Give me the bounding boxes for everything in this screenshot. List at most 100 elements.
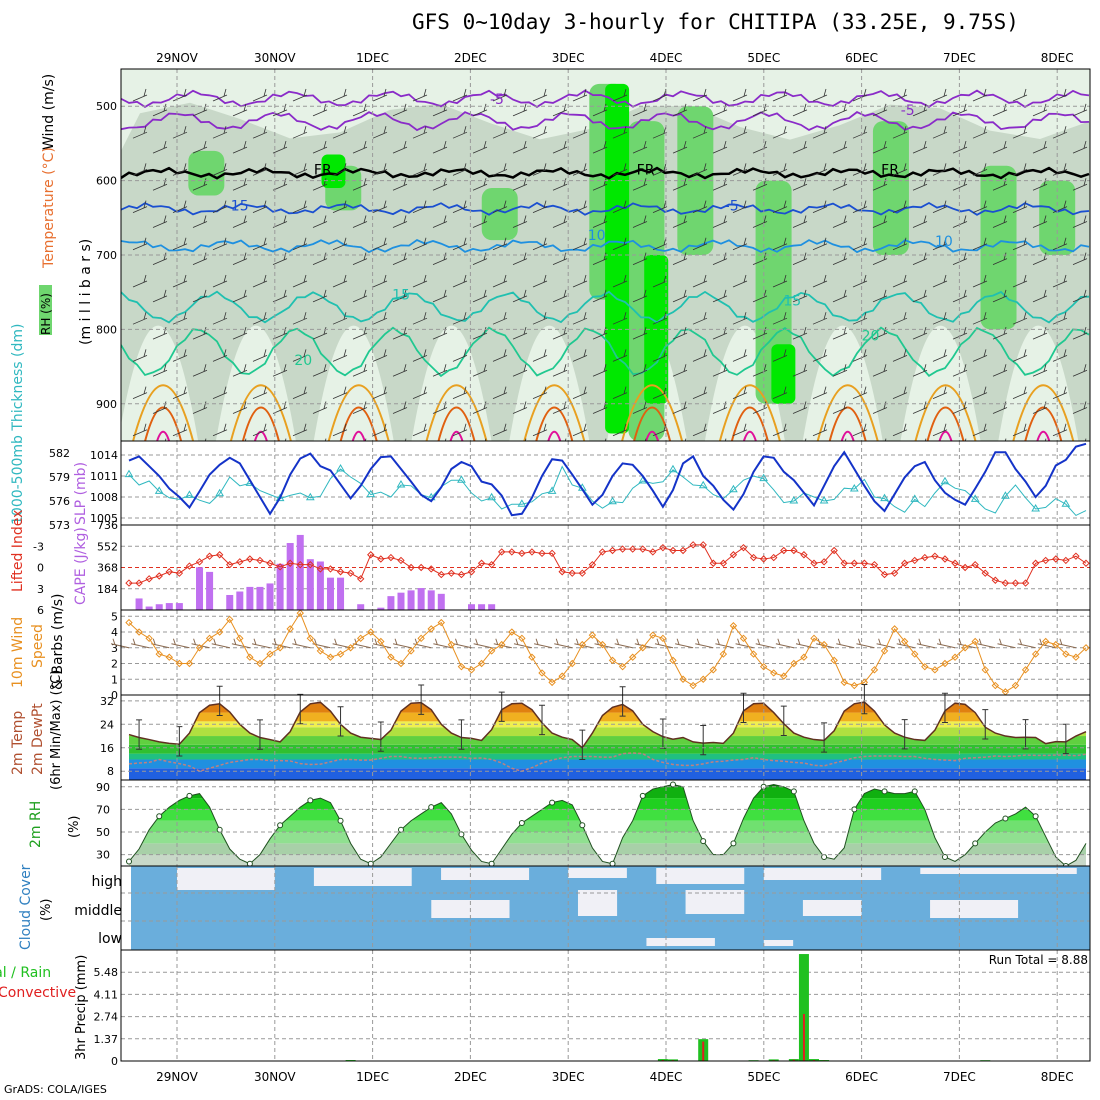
cloud-level-label: high [91,874,122,890]
cape-bar [286,543,294,610]
wind-speed-point [800,653,808,661]
wind-barb [852,312,868,325]
lifted-index-point [498,548,506,556]
thickness-point [940,476,950,485]
wind-barb [552,289,568,303]
temp-band [129,759,1086,769]
wind-barb [132,423,148,437]
wind-barb-10m [675,638,694,649]
rh-band [129,832,1086,844]
wind-barb [332,88,348,102]
wind-barb [312,326,328,340]
wind-barb [472,178,488,191]
wind-speed-point [900,637,909,646]
wind-barb [492,349,508,362]
lifted-index-point [447,569,456,577]
cape-bar [145,606,153,610]
wind-barb-10m [836,638,855,649]
wind-barb [612,163,628,176]
wind-barb [932,237,948,251]
wind-speed-point [256,659,264,668]
rh-point [246,860,253,867]
wind-barb [472,401,488,414]
rh-point [1002,815,1009,822]
rh-point [911,788,918,795]
wind-barb [212,349,228,362]
wind-speed-point [528,653,536,661]
wind-barb-10m [433,638,452,649]
wind-barb [252,386,268,399]
wind-barb [1072,103,1088,117]
wind-barb [1072,289,1088,303]
wind-barb [732,200,748,213]
wind-speed-point [790,659,798,668]
lifted-tick-label: -3 [33,540,44,553]
thickness-point [880,493,889,502]
cloud-gap [177,868,275,890]
lifted-index-point [618,545,627,553]
lifted-index-point [578,569,587,577]
wind-barb [964,438,967,441]
cloud-gap [930,900,1019,918]
temp-minmax-bar [297,693,304,725]
date-label-bottom: 1DEC [356,1070,389,1084]
wind-barb [612,88,628,102]
wind-barb [472,140,488,154]
wind-barb [912,178,928,191]
wind-speed-point [165,653,174,661]
wind-barb [552,252,568,266]
cape-tick-label: 552 [97,540,118,553]
contour-label: -5 [490,92,504,108]
wind-barb [1052,126,1068,139]
wind-barb [432,140,448,154]
lifted-index-point [1082,559,1090,567]
rh-tick-label: 90 [96,781,110,794]
rh-point [307,797,314,804]
cape-bar [337,577,345,610]
wind-speed-point [870,666,879,674]
thickness-point [366,489,376,498]
wind-barb [412,163,428,176]
wind-barb [292,126,308,139]
wind-barb [932,88,948,102]
wind-barb [532,386,548,399]
date-axes: 29NOV 29NOV 30NOV 30NOV 1DEC 1DEC 2DEC 2DEC 3DEC… [156,51,1073,1084]
wind-barb [512,140,528,154]
precip-tick-label: 2.74 [94,1011,119,1024]
lifted-index-point [860,559,869,567]
wind-speed-point [639,644,647,652]
rh-2m-panel: 30 50 70 90 2m RH (%) [28,779,1091,869]
lifted-index-point [145,575,153,583]
wind-barb [1032,252,1048,266]
wind-barb [272,140,288,154]
lifted-index-point [346,569,355,577]
wind-barb [692,349,708,362]
lifted-index-point [588,560,597,569]
wind-barb [332,423,348,437]
wind-barb [892,163,908,176]
wind-barb [732,163,748,176]
wind-speed-point [336,650,345,658]
thickness-point [910,494,920,502]
lifted-index-point [387,553,395,562]
wind-speed-point [719,650,728,658]
wind-barb [952,252,968,266]
wind-speed-point [628,653,637,661]
wind-barb [152,215,168,228]
wind-barb [392,140,408,154]
wind-barb [592,401,608,414]
wind-barb [672,215,688,228]
wind-speed-point [487,647,496,655]
wind-barb [972,88,988,102]
cape-bar [196,567,204,610]
wind-barb [552,178,568,191]
rh-point [518,820,525,826]
wind-barb [532,163,548,176]
isotherm-25-arc [914,384,977,441]
wind-barb [912,401,928,414]
wind-barb [172,200,188,213]
wind-barb [652,423,668,437]
thickness-point [547,486,557,494]
wind-barb [612,200,628,213]
wind-barb [832,289,848,303]
